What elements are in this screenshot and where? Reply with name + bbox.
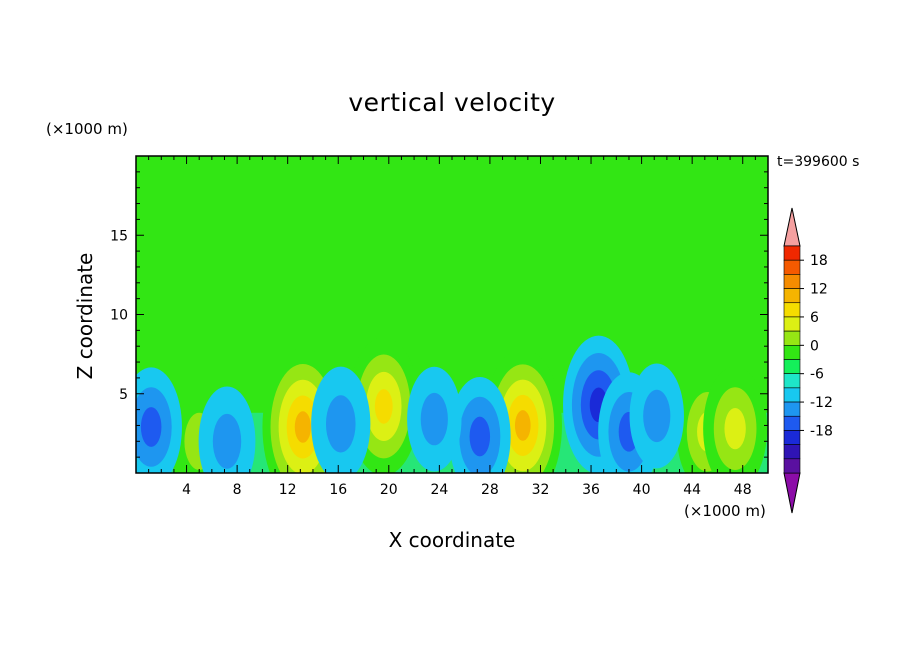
contour-level (420, 392, 448, 446)
contour-feature-downdraft (136, 367, 182, 473)
contour-level (469, 416, 491, 457)
contour-level (325, 395, 356, 453)
colorbar-segment (783, 330, 801, 346)
colorbar-tick-label: 18 (810, 253, 828, 269)
x-axis-unit: (×1000 m) (684, 502, 766, 520)
colorbar-segment (783, 415, 801, 431)
colorbar-min-arrow (783, 472, 801, 514)
colorbar-tick-label: 6 (810, 310, 819, 326)
y-tick-label: 15 (110, 228, 128, 244)
x-tick-label: 16 (329, 482, 347, 498)
contour-feature-updraft (703, 366, 768, 473)
colorbar-tick-label: -6 (810, 367, 824, 383)
x-tick-label: 32 (532, 482, 550, 498)
colorbar-max-arrow (783, 207, 801, 247)
contour-level (724, 407, 746, 450)
x-tick-label: 48 (734, 482, 752, 498)
y-tick-label: 5 (119, 387, 128, 403)
y-axis-unit: (×1000 m) (46, 120, 128, 138)
colorbar-segment (783, 302, 801, 318)
x-tick-label: 8 (233, 482, 242, 498)
colorbar-segment (783, 401, 801, 417)
contour-level (514, 410, 531, 441)
colorbar-tick-label: 0 (810, 338, 819, 354)
colorbar: 18 12 6 0 -6 -12 -18 (783, 207, 833, 514)
colorbar-tick-label: 12 (810, 282, 828, 298)
colorbar-segment (783, 458, 801, 474)
colorbar-tick-label: -18 (810, 423, 833, 439)
colorbar-segment (783, 345, 801, 360)
time-label: t=399600 s (777, 154, 860, 170)
colorbar-segment (783, 387, 801, 403)
colorbar-segment (783, 373, 801, 389)
contour-level (140, 407, 162, 447)
contour-feature-downdraft (449, 376, 511, 473)
colorbar-segment (783, 288, 801, 304)
colorbar-segment (783, 359, 801, 374)
contour-feature-downdraft (311, 366, 371, 473)
contour-level (294, 411, 311, 443)
x-tick-label: 24 (430, 482, 448, 498)
x-tick-label: 36 (582, 482, 600, 498)
colorbar-segment (783, 245, 801, 261)
colorbar-segment (783, 444, 801, 460)
x-tick-label: 12 (279, 482, 297, 498)
colorbar-segment (783, 259, 801, 275)
y-tick-label: 10 (110, 308, 128, 324)
contour-level (643, 389, 671, 443)
colorbar-segment (783, 316, 801, 332)
contour-level (212, 413, 242, 469)
contour-feature-downdraft (629, 363, 684, 469)
x-tick-label: 4 (182, 482, 191, 498)
contour-field (136, 335, 768, 473)
colorbar-tick-label: -12 (810, 395, 833, 411)
contour-level (374, 389, 393, 424)
x-tick-label: 20 (380, 482, 398, 498)
colorbar-segment (783, 274, 801, 289)
contour-feature-downdraft (198, 386, 256, 473)
chart-title: vertical velocity (348, 88, 556, 117)
x-tick-label: 44 (683, 482, 701, 498)
colorbar-segment (783, 430, 801, 445)
x-axis-label: X coordinate (388, 528, 516, 552)
contour-feature-downdraft (407, 366, 462, 472)
x-tick-label: 40 (633, 482, 651, 498)
x-tick-label: 28 (481, 482, 499, 498)
